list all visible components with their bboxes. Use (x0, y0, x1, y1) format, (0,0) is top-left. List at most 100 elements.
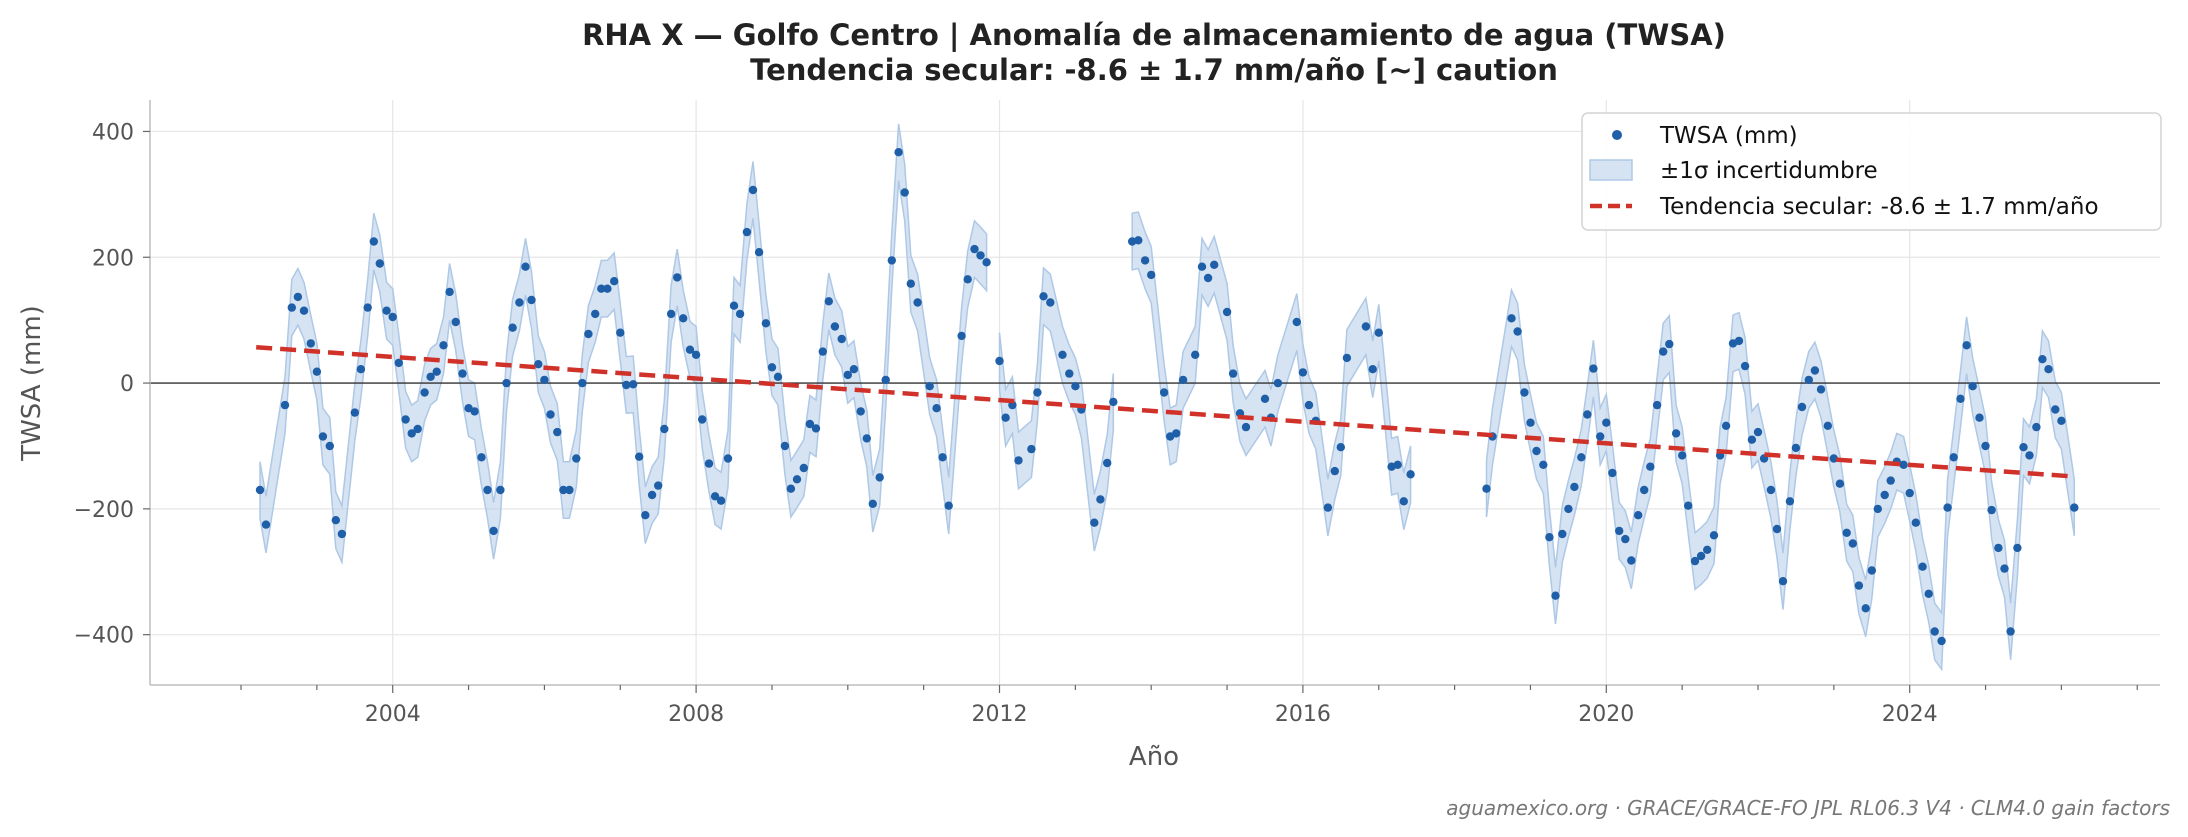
twsa-point (1911, 518, 1921, 527)
twsa-point (805, 419, 815, 429)
twsa-point (1001, 413, 1010, 422)
twsa-point (748, 185, 758, 195)
twsa-point (887, 256, 896, 265)
twsa-point (830, 322, 840, 331)
twsa-point (363, 303, 372, 312)
twsa-point (1596, 432, 1605, 441)
y-tick-label: 0 (120, 372, 134, 397)
twsa-point (957, 331, 966, 341)
twsa-point (2051, 405, 2060, 414)
twsa-point (603, 284, 612, 293)
twsa-point (1766, 485, 1776, 495)
twsa-point (293, 292, 303, 302)
twsa-point (856, 407, 865, 416)
twsa-point (1791, 443, 1801, 453)
twsa-point (780, 441, 790, 451)
x-tick-label: 2012 (972, 702, 1028, 727)
twsa-point (597, 284, 606, 293)
twsa-point (1740, 361, 1750, 371)
twsa-point (584, 329, 593, 339)
twsa-point (1899, 460, 1908, 469)
twsa-point (1330, 466, 1340, 476)
twsa-point (1399, 497, 1409, 506)
legend-points-swatch (1612, 130, 1622, 140)
twsa-point (1842, 528, 1851, 537)
twsa-point (1646, 462, 1655, 471)
twsa-point (1797, 402, 1807, 412)
twsa-point (1627, 556, 1636, 565)
twsa-point (673, 273, 682, 282)
twsa-point (1621, 534, 1630, 544)
twsa-point (401, 415, 410, 424)
twsa-point (666, 309, 676, 319)
twsa-point (1886, 476, 1895, 485)
twsa-point (1747, 435, 1757, 444)
twsa-point (1103, 458, 1112, 468)
twsa-point (1867, 566, 1877, 575)
twsa-point (565, 485, 574, 495)
twsa-point (496, 485, 505, 495)
twsa-point (710, 492, 720, 501)
twsa-point (1513, 327, 1522, 336)
uncertainty-band (998, 266, 1115, 552)
chart-title-line2: Tendencia secular: -8.6 ± 1.7 mm/año [~]… (750, 53, 1558, 87)
twsa-point (280, 400, 290, 410)
twsa-point (1583, 410, 1592, 419)
twsa-point (1260, 394, 1270, 403)
twsa-point (906, 279, 915, 288)
twsa-point (1147, 270, 1156, 280)
twsa-point (1684, 501, 1693, 510)
twsa-point (900, 188, 909, 197)
twsa-point (1615, 526, 1624, 536)
twsa-point (1551, 591, 1560, 600)
twsa-point (337, 529, 347, 539)
twsa-point (1640, 485, 1649, 495)
twsa-point (875, 473, 884, 482)
twsa-point (811, 424, 821, 433)
twsa-point (685, 345, 695, 354)
twsa-point (1065, 369, 1074, 378)
twsa-point (761, 319, 771, 328)
twsa-point (553, 427, 562, 437)
uncertainty-band-group (259, 123, 2076, 672)
twsa-point (1734, 336, 1744, 346)
twsa-point (616, 328, 625, 337)
twsa-point (1577, 453, 1586, 462)
twsa-point (325, 441, 334, 451)
twsa-point (306, 339, 315, 348)
twsa-point (635, 452, 644, 461)
twsa-point (1096, 495, 1105, 504)
twsa-point (540, 375, 549, 385)
twsa-points-group (255, 148, 2079, 646)
twsa-point (1778, 577, 1788, 586)
twsa-point (1159, 388, 1169, 397)
twsa-point (1323, 503, 1333, 512)
twsa-point (1678, 451, 1687, 460)
twsa-point (976, 251, 985, 260)
uncertainty-band (259, 123, 988, 566)
twsa-point (982, 258, 991, 267)
twsa-point (350, 408, 359, 417)
twsa-point (2032, 422, 2041, 432)
twsa-point (2000, 564, 2009, 573)
twsa-point (767, 363, 777, 372)
twsa-point (1829, 454, 1839, 463)
twsa-point (1652, 400, 1662, 410)
twsa-point (1709, 531, 1719, 540)
twsa-point (818, 347, 827, 356)
twsa-point (970, 244, 979, 254)
legend-band-swatch (1589, 159, 1633, 181)
legend-points-label: TWSA (mm) (1659, 123, 1798, 149)
twsa-point (1905, 488, 1914, 498)
twsa-point (489, 526, 498, 536)
twsa-point (1090, 518, 1099, 527)
twsa-point (299, 306, 309, 315)
twsa-point (698, 415, 707, 424)
twsa-point (287, 303, 296, 312)
y-axis-label: TWSA (mm) (17, 305, 47, 462)
legend-band-label: ±1σ incertidumbre (1660, 158, 1878, 184)
twsa-point (641, 511, 650, 520)
twsa-point (1810, 366, 1820, 375)
twsa-point (1342, 353, 1352, 363)
